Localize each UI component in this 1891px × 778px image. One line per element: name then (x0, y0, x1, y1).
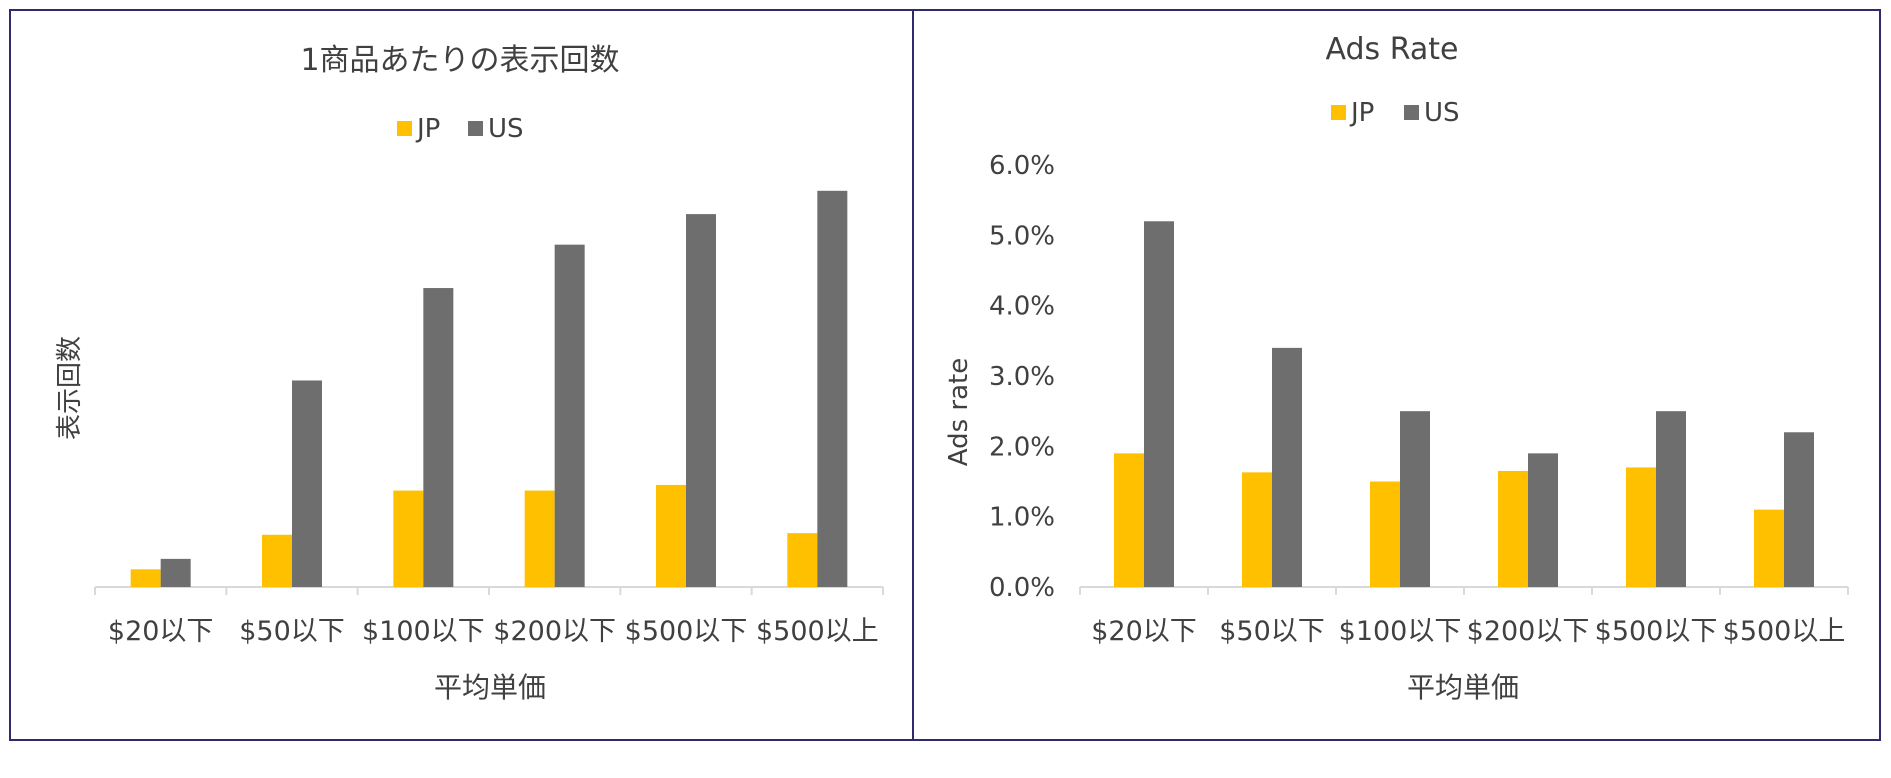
left-bar-us-5 (817, 190, 848, 588)
left-legend-us-swatch (468, 121, 483, 136)
right-x-axis-label: 平均単価 (1407, 671, 1519, 704)
right-chart-title: Ads Rate (1326, 32, 1459, 67)
left-bar-jp-4 (656, 484, 686, 587)
left-y-axis-label: 表示回数 (55, 336, 85, 440)
right-y-tick-label: 2.0% (989, 432, 1055, 462)
right-y-axis-label: Ads rate (944, 358, 974, 466)
left-x-tick-label: $100以下 (362, 616, 485, 647)
left-bar-us-4 (686, 214, 716, 587)
right-bar-jp-1 (1242, 472, 1272, 587)
left-legend-us-label: US (488, 114, 524, 144)
right-bar-us-4 (1656, 411, 1686, 587)
left-legend-jp-swatch (397, 121, 412, 136)
right-x-tick-label: $20以下 (1091, 616, 1197, 647)
left-x-tick-label: $500以上 (756, 616, 879, 647)
left-bar-us-0 (160, 558, 191, 587)
right-y-tick-label: 0.0% (989, 573, 1055, 603)
right-y-tick-label: 6.0% (989, 151, 1055, 181)
left-chart-title: 1商品あたりの表示回数 (300, 43, 619, 78)
right-x-tick-label: $500以下 (1595, 616, 1718, 647)
left-bar-jp-3 (524, 490, 555, 587)
left-legend-jp-label: JP (415, 114, 440, 144)
right-chart-frame (912, 9, 1881, 741)
left-bar-us-2 (423, 288, 454, 587)
left-bar-jp-1 (262, 534, 292, 587)
right-bar-jp-5 (1754, 509, 1784, 587)
right-x-tick-label: $200以下 (1467, 616, 1590, 647)
right-legend-jp-swatch (1331, 105, 1346, 120)
right-bar-jp-0 (1114, 453, 1144, 587)
right-bar-us-1 (1272, 347, 1302, 587)
right-y-tick-label: 1.0% (989, 503, 1055, 533)
right-legend-us-swatch (1404, 105, 1419, 120)
left-x-tick-label: $20以下 (108, 616, 214, 647)
right-plot-area: 0.0% 1.0% 2.0% 3.0% 4.0% 5.0% 6.0% $20以下 $50以下 $1… (989, 151, 1849, 647)
right-y-tick-label: 5.0% (989, 221, 1055, 251)
left-bar-jp-0 (130, 569, 161, 587)
right-bar-jp-3 (1498, 470, 1528, 587)
left-bar-jp-2 (393, 490, 424, 587)
right-x-tick-label: $100以下 (1339, 616, 1462, 647)
left-x-tick-label: $500以下 (625, 616, 748, 647)
right-x-tick-label: $50以下 (1219, 616, 1325, 647)
right-bar-jp-2 (1370, 481, 1400, 587)
left-bar-us-3 (554, 244, 585, 587)
right-legend-us-label: US (1424, 98, 1460, 128)
left-bar-jp-5 (787, 533, 818, 587)
left-x-tick-label: $200以下 (493, 616, 616, 647)
right-bar-us-3 (1528, 453, 1558, 587)
right-x-tick-label: $500以上 (1723, 616, 1846, 647)
left-x-tick-label: $50以下 (239, 616, 345, 647)
right-bar-us-0 (1144, 221, 1174, 587)
right-bar-jp-4 (1626, 467, 1656, 587)
right-y-tick-label: 3.0% (989, 362, 1055, 392)
right-y-tick-label: 4.0% (989, 292, 1055, 322)
left-bar-us-1 (292, 380, 322, 587)
left-plot-area: $20以下 $50以下 $100以下 $200以下 $500以下 $500以上 (94, 190, 884, 647)
left-x-axis-label: 平均単価 (434, 671, 546, 704)
right-bar-us-2 (1400, 411, 1430, 587)
right-legend-jp-label: JP (1349, 98, 1374, 128)
right-bar-us-5 (1784, 432, 1814, 587)
